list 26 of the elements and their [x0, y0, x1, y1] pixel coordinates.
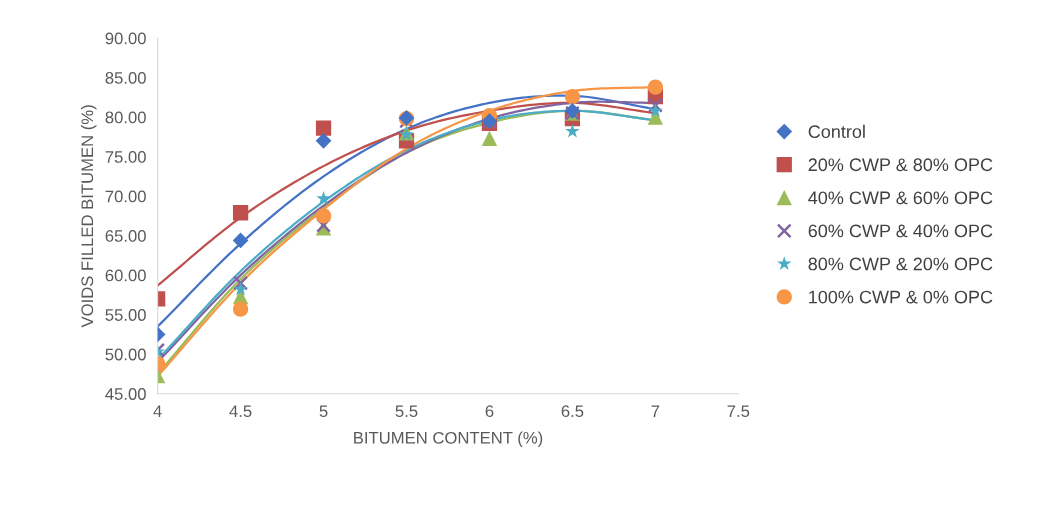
y-tick-label: 55.00 — [105, 309, 146, 321]
y-tick-label: 75.00 — [105, 151, 146, 163]
y-tick-label: 60.00 — [105, 269, 146, 282]
legend-label: 40% CWP & 60% OPC — [808, 191, 993, 205]
y-tick-label: 90.00 — [105, 32, 146, 45]
x-tick-label: 7.5 — [727, 405, 750, 418]
y-tick-label: 85.00 — [105, 72, 146, 84]
legend-label: 20% CWP & 80% OPC — [808, 158, 993, 172]
y-tick-label: 80.00 — [105, 111, 146, 124]
x-tick-label: 5 — [319, 405, 328, 418]
x-tick-label: 7 — [651, 405, 660, 417]
legend-label: Control — [808, 124, 865, 139]
y-tick-label: 45.00 — [105, 388, 146, 400]
x-axis-title: BITUMEN CONTENT (%) — [354, 431, 543, 447]
y-tick-label: 50.00 — [105, 348, 146, 361]
x-tick-label: 4 — [153, 405, 162, 417]
y-tick-label: 70.00 — [105, 190, 146, 203]
y-tick-label: 65.00 — [105, 230, 146, 242]
x-tick-label: 5.5 — [395, 405, 418, 418]
x-tick-label: 6.5 — [561, 405, 584, 418]
legend-label: 100% CWP & 0% OPC — [809, 290, 993, 304]
x-tick-label: 4.5 — [229, 405, 252, 418]
x-tick-label: 6 — [485, 405, 494, 418]
legend-label: 60% CWP & 40% OPC — [808, 224, 993, 238]
legend-label: 80% CWP & 20% OPC — [808, 257, 993, 271]
y-axis-title: VOIDS FILLED BITUMEN (%) — [80, 105, 97, 328]
